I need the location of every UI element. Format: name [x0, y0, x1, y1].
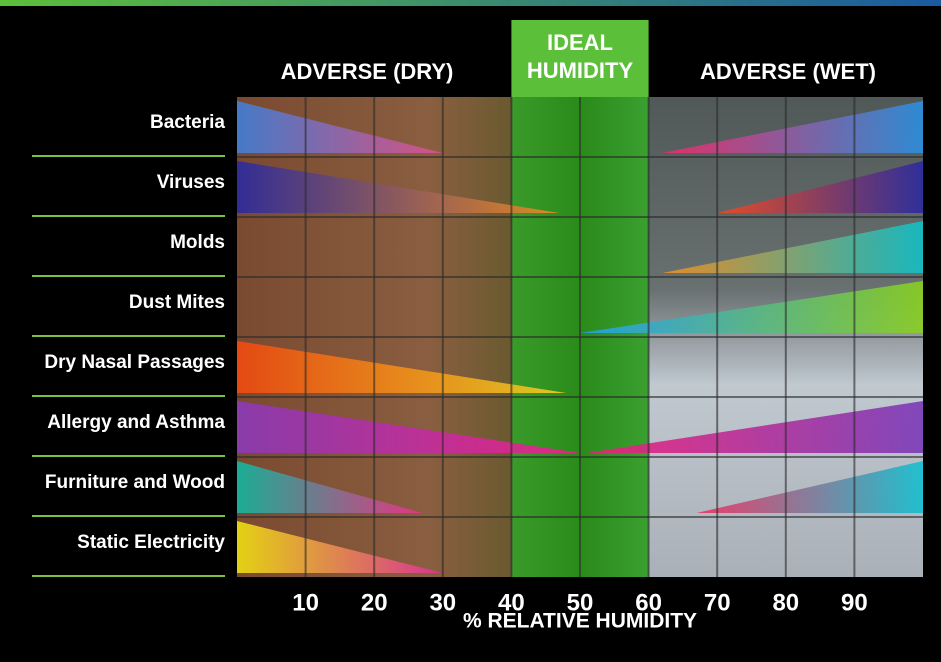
dry-wedge [237, 461, 423, 513]
x-tick-label: 80 [772, 589, 799, 616]
dry-wedge [237, 161, 560, 213]
x-tick-label: 60 [635, 589, 662, 616]
x-tick-label: 40 [498, 589, 525, 616]
x-tick-label: 20 [361, 589, 388, 616]
row-label: Allergy and Asthma [47, 412, 225, 433]
x-tick-label: 90 [841, 589, 868, 616]
row-label: Static Electricity [77, 532, 225, 553]
wet-wedge [586, 401, 923, 453]
wet-wedge [580, 281, 923, 333]
ideal-label: HUMIDITY [527, 58, 634, 83]
dry-wedge [237, 401, 580, 453]
wet-wedge [662, 221, 923, 273]
x-axis-label: % RELATIVE HUMIDITY [463, 610, 697, 633]
wet-wedge [662, 101, 923, 153]
wet-wedge [696, 461, 923, 513]
row-label: Dust Mites [129, 292, 225, 313]
zone-label-dry: ADVERSE (DRY) [281, 59, 454, 84]
plot-area [237, 97, 923, 577]
ideal-label: IDEAL [547, 30, 613, 55]
dry-wedge [237, 341, 567, 393]
row-label: Molds [170, 232, 225, 253]
dry-wedge [237, 101, 443, 153]
row-label: Bacteria [150, 112, 225, 133]
row-label: Viruses [157, 172, 225, 193]
row-label: Dry Nasal Passages [44, 352, 225, 373]
x-tick-label: 70 [704, 589, 731, 616]
dry-wedge [237, 521, 443, 573]
x-tick-label: 30 [429, 589, 456, 616]
top-bar [0, 0, 941, 6]
wet-wedge [717, 161, 923, 213]
x-tick-label: 50 [567, 589, 594, 616]
x-tick-label: 10 [292, 589, 319, 616]
zone-label-wet: ADVERSE (WET) [700, 59, 876, 84]
ideal-label-box [511, 20, 649, 97]
row-label: Furniture and Wood [45, 472, 225, 493]
